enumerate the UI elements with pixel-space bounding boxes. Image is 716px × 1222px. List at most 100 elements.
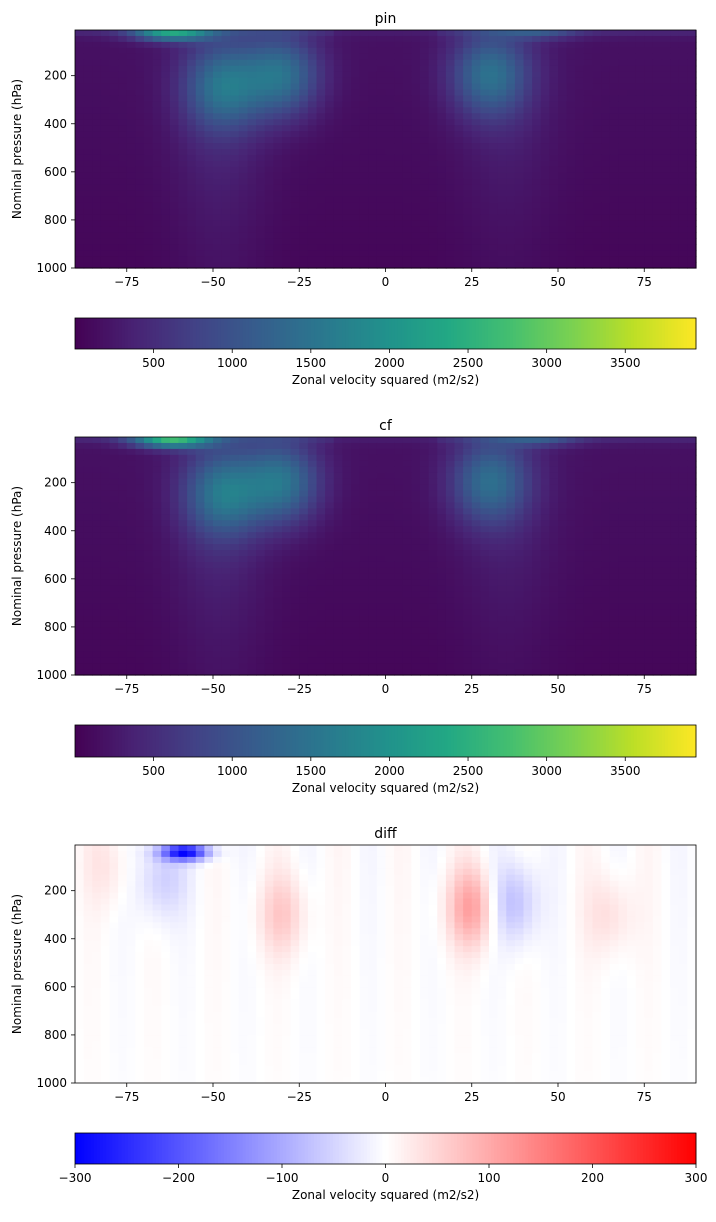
- heatmap-cell: [273, 161, 282, 168]
- heatmap-cell: [567, 497, 576, 504]
- heatmap-cell: [386, 119, 395, 126]
- heatmap-cell: [161, 113, 170, 120]
- heatmap-cell: [636, 473, 645, 480]
- heatmap-cell: [662, 461, 671, 468]
- heatmap-cell: [334, 60, 343, 67]
- heatmap-cell: [248, 48, 257, 55]
- heatmap-cell: [437, 502, 446, 509]
- heatmap-cell: [644, 226, 653, 233]
- heatmap-cell: [541, 455, 550, 462]
- heatmap-cell: [386, 173, 395, 180]
- heatmap-cell: [127, 580, 136, 587]
- heatmap-cell: [584, 455, 593, 462]
- colorbar-swatch: [640, 318, 644, 349]
- heatmap-cell: [420, 256, 429, 263]
- heatmap-cell: [230, 491, 239, 498]
- heatmap-cell: [687, 60, 696, 67]
- heatmap-cell: [239, 220, 248, 227]
- heatmap-cell: [411, 191, 420, 198]
- heatmap-cell: [317, 36, 326, 43]
- heatmap-cell: [204, 48, 213, 55]
- heatmap-cell: [342, 473, 351, 480]
- colorbar-swatch: [671, 318, 675, 349]
- heatmap-cell: [196, 556, 205, 563]
- heatmap-cell: [653, 137, 662, 144]
- heatmap-cell: [627, 220, 636, 227]
- heatmap-cell: [506, 449, 515, 456]
- heatmap-cell: [644, 161, 653, 168]
- heatmap-cell: [222, 491, 231, 498]
- heatmap-cell: [239, 586, 248, 593]
- heatmap-cell: [161, 155, 170, 162]
- heatmap-cell: [489, 173, 498, 180]
- heatmap-cell: [273, 119, 282, 126]
- heatmap-cell: [170, 244, 179, 251]
- heatmap-cell: [636, 443, 645, 450]
- heatmap-cell: [248, 125, 257, 132]
- heatmap-cell: [670, 72, 679, 79]
- heatmap-cell: [463, 131, 472, 138]
- heatmap-cell: [342, 214, 351, 221]
- heatmap-cell: [153, 179, 162, 186]
- heatmap-cell: [101, 131, 110, 138]
- heatmap-cell: [377, 161, 386, 168]
- heatmap-cell: [446, 514, 455, 521]
- heatmap-cell: [610, 244, 619, 251]
- heatmap-cell: [601, 508, 610, 515]
- heatmap-cell: [506, 526, 515, 533]
- heatmap-cell: [118, 214, 127, 221]
- heatmap-cell: [351, 54, 360, 61]
- colorbar-swatch: [646, 318, 650, 349]
- heatmap-cell: [222, 66, 231, 73]
- heatmap-cell: [403, 107, 412, 114]
- heatmap-cell: [135, 232, 144, 239]
- heatmap-cell: [153, 60, 162, 67]
- heatmap-cell: [532, 149, 541, 156]
- heatmap-cell: [161, 125, 170, 132]
- heatmap-cell: [360, 107, 369, 114]
- heatmap-cell: [84, 502, 93, 509]
- heatmap-cell: [618, 586, 627, 593]
- colorbar-swatch: [584, 318, 588, 349]
- heatmap-cell: [342, 491, 351, 498]
- heatmap-cell: [411, 84, 420, 91]
- heatmap-cell: [524, 586, 533, 593]
- heatmap-cell: [472, 443, 481, 450]
- heatmap-cell: [325, 36, 334, 43]
- heatmap-cell: [377, 550, 386, 557]
- heatmap-cell: [222, 149, 231, 156]
- heatmap-cell: [506, 491, 515, 498]
- heatmap-cell: [239, 461, 248, 468]
- heatmap-cell: [230, 562, 239, 569]
- heatmap-cell: [584, 78, 593, 85]
- heatmap-cell: [196, 526, 205, 533]
- heatmap-cell: [368, 78, 377, 85]
- heatmap-cell: [213, 191, 222, 198]
- heatmap-cell: [472, 491, 481, 498]
- heatmap-cell: [575, 131, 584, 138]
- heatmap-cell: [308, 473, 317, 480]
- heatmap-cell: [161, 580, 170, 587]
- heatmap-cell: [170, 226, 179, 233]
- heatmap-cell: [239, 491, 248, 498]
- heatmap-cell: [489, 586, 498, 593]
- heatmap-cell: [515, 220, 524, 227]
- heatmap-cell: [567, 526, 576, 533]
- heatmap-cell: [567, 185, 576, 192]
- heatmap-cell: [144, 562, 153, 569]
- heatmap-cell: [317, 502, 326, 509]
- heatmap-cell: [256, 544, 265, 551]
- heatmap-cell: [351, 66, 360, 73]
- heatmap-cell: [558, 473, 567, 480]
- heatmap-cell: [118, 443, 127, 450]
- heatmap-cell: [273, 113, 282, 120]
- heatmap-cell: [377, 42, 386, 49]
- heatmap-cell: [455, 586, 464, 593]
- heatmap-cell: [308, 455, 317, 462]
- heatmap-cell: [653, 113, 662, 120]
- heatmap-cell: [653, 167, 662, 174]
- heatmap-cell: [394, 526, 403, 533]
- heatmap-cell: [196, 449, 205, 456]
- heatmap-cell: [515, 167, 524, 174]
- heatmap-cell: [84, 203, 93, 210]
